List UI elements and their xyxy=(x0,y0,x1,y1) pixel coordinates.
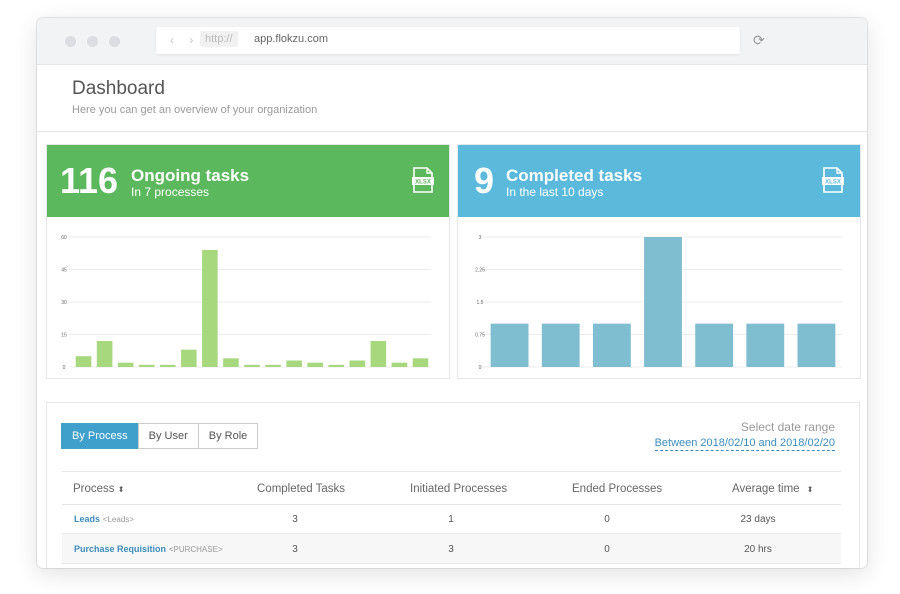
y-tick-label: 0 xyxy=(479,365,482,371)
completed-tasks-header: 9 Completed tasks In the last 10 days XL… xyxy=(458,145,860,217)
browser-window: ‹ › http:// app.flokzu.com ⟳ Dashboard H… xyxy=(37,18,867,568)
initiated-cell: 1 xyxy=(448,514,454,525)
chart-bar[interactable] xyxy=(349,360,366,368)
table-header: Process ⬍ Completed Tasks Initiated Proc… xyxy=(62,471,841,505)
table-row[interactable]: Leads <Leads> 3 1 0 23 days xyxy=(62,504,841,534)
chart-bar[interactable] xyxy=(490,323,529,367)
y-tick-label: 0.75 xyxy=(475,333,485,339)
column-process-header[interactable]: Process ⬍ xyxy=(73,483,124,495)
ongoing-tasks-chart: 0 15 30 45 60 xyxy=(61,235,431,371)
completed-tasks-title: Completed tasks xyxy=(506,166,643,185)
chart-bar[interactable] xyxy=(159,364,176,367)
y-tick-label: 60 xyxy=(61,235,67,241)
window-maximize-dot[interactable] xyxy=(109,36,120,47)
xlsx-label: XLSX xyxy=(825,180,841,186)
table-row[interactable]: Purchase Requisition <PURCHASE> 3 3 0 20… xyxy=(62,534,841,564)
ongoing-tasks-count: 116 xyxy=(60,160,119,201)
date-range-label: Select date range xyxy=(740,420,835,434)
window-minimize-dot[interactable] xyxy=(87,36,98,47)
xlsx-label: XLSX xyxy=(415,180,431,186)
ended-cell: 0 xyxy=(604,544,610,555)
y-tick-label: 45 xyxy=(61,268,67,274)
page-title: Dashboard xyxy=(72,78,165,99)
page-header: Dashboard Here you can get an overview o… xyxy=(37,65,867,132)
sort-icon[interactable]: ⬍ xyxy=(806,485,814,494)
y-tick-label: 30 xyxy=(61,300,67,306)
chart-bar[interactable] xyxy=(265,364,281,367)
y-tick-label: 0 xyxy=(63,365,66,371)
completed-tasks-subtitle: In the last 10 days xyxy=(506,185,604,199)
chart-bar[interactable] xyxy=(202,250,218,367)
y-tick-label: 1.5 xyxy=(477,300,484,306)
nav-arrows-icon[interactable]: ‹ › xyxy=(170,33,200,47)
process-name-link[interactable]: Leads xyxy=(74,514,101,524)
average-time-cell: 23 days xyxy=(740,514,776,525)
completed-tasks-card: 9 Completed tasks In the last 10 days XL… xyxy=(457,144,861,379)
column-average-label: Average time xyxy=(732,483,800,495)
address-bar[interactable]: ‹ › http:// app.flokzu.com xyxy=(156,27,740,54)
chart-bar[interactable] xyxy=(96,341,113,367)
completed-cell: 3 xyxy=(292,544,298,555)
chart-bar[interactable] xyxy=(412,358,429,367)
column-process-label: Process xyxy=(73,483,115,495)
completed-tasks-count: 9 xyxy=(474,160,495,201)
browser-chrome: ‹ › http:// app.flokzu.com ⟳ xyxy=(37,18,867,65)
process-cell[interactable]: Purchase Requisition <PURCHASE> xyxy=(74,544,223,555)
process-name-link[interactable]: Purchase Requisition xyxy=(74,544,167,554)
chart-bar[interactable] xyxy=(117,362,134,367)
window-close-dot[interactable] xyxy=(65,36,76,47)
tab-by-user[interactable]: By User xyxy=(137,423,199,449)
ongoing-tasks-header: 116 Ongoing tasks In 7 processes XLSX xyxy=(47,145,449,217)
chart-bar[interactable] xyxy=(181,349,197,367)
date-range-picker[interactable]: Between 2018/02/10 and 2018/02/20 xyxy=(654,437,835,451)
completed-cell: 3 xyxy=(292,514,298,525)
chart-bar[interactable] xyxy=(138,364,155,367)
chart-bar[interactable] xyxy=(541,323,580,367)
reload-icon[interactable]: ⟳ xyxy=(753,32,765,48)
column-average-header[interactable]: Average time ⬍ xyxy=(732,483,813,495)
y-tick-label: 2.25 xyxy=(475,268,485,274)
chart-bar[interactable] xyxy=(746,323,785,367)
ongoing-tasks-card: 116 Ongoing tasks In 7 processes XLSX 0 1… xyxy=(46,144,450,379)
page-subtitle: Here you can get an overview of your org… xyxy=(72,104,318,116)
chart-bar[interactable] xyxy=(307,362,323,367)
tab-by-role[interactable]: By Role xyxy=(197,423,259,449)
xlsx-export-icon[interactable]: XLSX xyxy=(822,167,844,193)
chart-bar[interactable] xyxy=(328,364,345,367)
y-tick-label: 3 xyxy=(479,235,482,241)
tab-by-process[interactable]: By Process xyxy=(61,423,139,449)
stats-table-panel: By Process By User By Role Select date r… xyxy=(46,402,860,568)
chart-bar[interactable] xyxy=(223,358,239,367)
chart-bar[interactable] xyxy=(75,356,92,367)
chart-bar[interactable] xyxy=(797,323,836,367)
y-tick-label: 15 xyxy=(61,333,67,339)
chart-bar[interactable] xyxy=(695,323,734,367)
ongoing-tasks-subtitle: In 7 processes xyxy=(131,185,210,199)
url-protocol: http:// xyxy=(200,31,238,47)
column-completed-header: Completed Tasks xyxy=(257,483,345,495)
sort-icon[interactable]: ⬍ xyxy=(117,485,125,494)
ended-cell: 0 xyxy=(604,514,610,525)
process-cell[interactable]: Leads <Leads> xyxy=(74,514,134,525)
process-code: <Leads> xyxy=(102,515,134,524)
url-text[interactable]: app.flokzu.com xyxy=(254,33,328,45)
chart-bar[interactable] xyxy=(286,360,302,368)
average-time-cell: 20 hrs xyxy=(744,544,772,555)
ongoing-tasks-title: Ongoing tasks xyxy=(131,166,250,185)
chart-bar[interactable] xyxy=(391,362,408,367)
xlsx-export-icon[interactable]: XLSX xyxy=(412,167,434,193)
chart-bar[interactable] xyxy=(644,237,682,367)
chart-bar[interactable] xyxy=(592,323,631,367)
completed-tasks-chart: 0 0.75 1.5 2.25 3 xyxy=(475,235,842,371)
chart-bar[interactable] xyxy=(244,364,260,367)
column-initiated-header: Initiated Processes xyxy=(410,483,508,495)
initiated-cell: 3 xyxy=(448,544,454,555)
chart-bar[interactable] xyxy=(370,341,387,367)
process-code: <PURCHASE> xyxy=(168,545,223,554)
column-ended-header: Ended Processes xyxy=(572,483,663,495)
view-tabs: By Process By User By Role xyxy=(61,423,259,449)
